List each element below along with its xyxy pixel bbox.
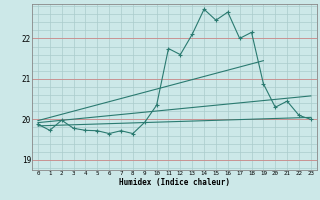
X-axis label: Humidex (Indice chaleur): Humidex (Indice chaleur): [119, 178, 230, 186]
